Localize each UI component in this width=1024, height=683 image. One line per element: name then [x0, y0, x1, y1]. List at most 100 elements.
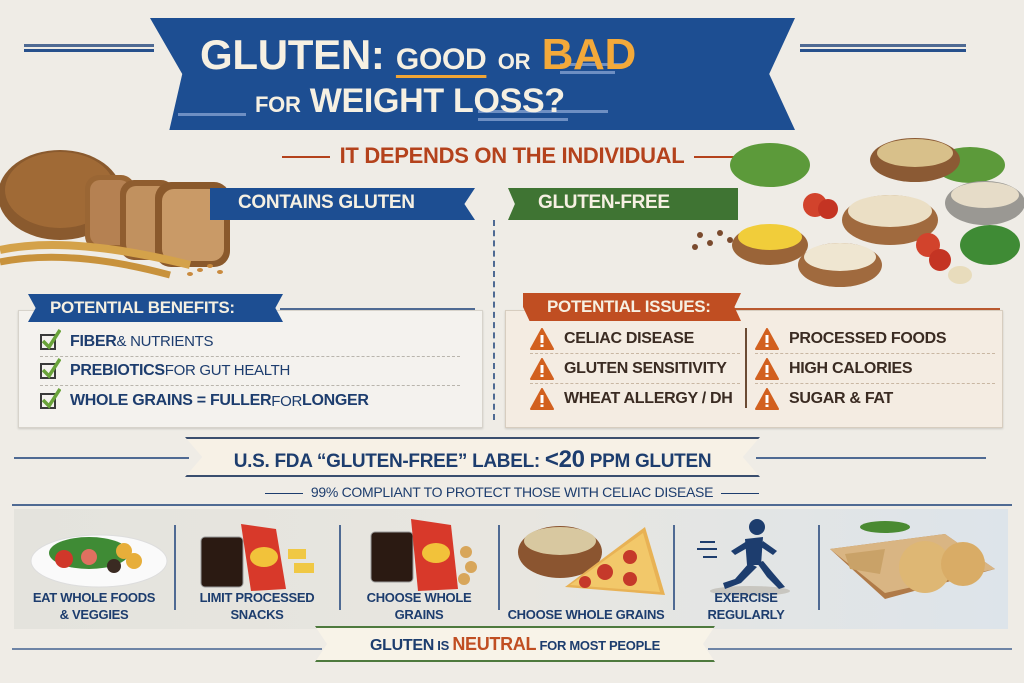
gluten-free-label: GLUTEN-FREE	[538, 192, 670, 213]
tip-separator	[498, 525, 500, 610]
conclusion-banner	[315, 626, 715, 662]
issue-text: HIGH CALORIES	[789, 359, 913, 377]
tip-label-line2: SNACKS	[230, 607, 284, 622]
subtitle: IT DEPENDS ON THE INDIVIDUAL	[0, 143, 1024, 169]
soda-chips-crackers-image	[370, 519, 477, 591]
gluten-free-ribbon: GLUTEN-FREE	[508, 188, 738, 220]
banner-stripe	[178, 113, 246, 116]
checkbox-checked-icon	[40, 328, 61, 350]
tip-limit-processed-snacks: LIMIT PROCESSED SNACKS	[176, 509, 338, 629]
benefit-bold: WHOLE GRAINS = FULLER	[70, 392, 272, 409]
banner-stripe	[478, 118, 568, 121]
tip-separator	[174, 525, 176, 610]
crackers-on-board-image	[830, 521, 995, 599]
tip-exercise-regularly: EXERCISE REGULARLY	[675, 509, 817, 629]
fda-label-prefix: U.S. FDA “GLUTEN-FREE” LABEL:	[233, 451, 545, 472]
benefit-item: PREBIOTICS FOR GUT HEALTH	[40, 356, 460, 386]
title-bad: BAD	[541, 30, 637, 79]
title-decor-left	[24, 44, 154, 52]
issue-text: GLUTEN SENSITIVITY	[564, 359, 727, 377]
tip-label-line1: EAT WHOLE FOODS	[32, 590, 156, 605]
soda-and-chips-image	[200, 524, 314, 591]
benefits-panel	[18, 310, 483, 428]
fda-sub-dash	[721, 492, 760, 494]
tip-crackers	[820, 509, 1008, 629]
tip-separator	[339, 525, 341, 610]
issue-item: SUGAR & FAT	[755, 384, 995, 414]
tip-separator	[818, 525, 820, 610]
tips-strip	[14, 509, 1008, 629]
subtitle-dash-left	[281, 156, 330, 159]
benefit-item: WHOLE GRAINS = FULLER FOR LONGER	[40, 386, 460, 416]
issues-heading: POTENTIAL ISSUES:	[523, 293, 741, 321]
issues-column-divider	[745, 328, 747, 408]
title-weight-loss: WEIGHT LOSS?	[309, 82, 565, 120]
issues-heading-text: POTENTIAL ISSUES:	[547, 297, 711, 316]
fda-banner	[185, 437, 760, 477]
contains-gluten-ribbon: CONTAINS GLUTEN	[210, 188, 475, 220]
tip-separator	[673, 525, 675, 610]
issue-item: CELIAC DISEASE	[530, 324, 740, 354]
fda-label-value: <20	[544, 446, 585, 473]
fda-line-right	[756, 457, 986, 459]
banner-stripe	[560, 63, 630, 66]
fda-label-suffix: PPM GLUTEN	[584, 451, 712, 472]
issue-text: SUGAR & FAT	[789, 390, 893, 407]
fda-label: U.S. FDA “GLUTEN-FREE” LABEL: <20 PPM GL…	[185, 446, 760, 474]
issue-text: WHEAT ALLERGY / DH	[564, 390, 733, 407]
page-title-line2: FOR WEIGHT LOSS?	[255, 82, 565, 121]
tip-label-line1: EXERCISE REGULARLY	[707, 590, 785, 622]
benefit-item: FIBER & NUTRIENTS	[40, 327, 460, 357]
section-divider	[493, 220, 495, 420]
tip-label: EXERCISE REGULARLY	[675, 589, 817, 623]
benefits-heading: POTENTIAL BENEFITS:	[28, 294, 283, 322]
contains-gluten-label: CONTAINS GLUTEN	[238, 192, 415, 213]
gluten-free-grains-image	[692, 138, 1024, 287]
tips-top-rule	[12, 504, 1012, 506]
benefit-rest: FOR	[271, 392, 303, 410]
tip-label-line1: CHOOSE WHOLE GRAINS	[507, 607, 665, 622]
warning-triangle-icon	[755, 388, 779, 410]
salad-plate-image	[30, 534, 168, 588]
title-decor-right	[800, 44, 966, 52]
tip-label: LIMIT PROCESSED SNACKS	[176, 589, 338, 623]
conclusion-neutral: NEUTRAL	[452, 634, 537, 654]
bread-and-wheat-image	[0, 150, 230, 279]
checkbox-checked-icon	[40, 388, 61, 409]
banner-stripe	[478, 110, 608, 113]
issue-item: WHEAT ALLERGY / DH	[530, 384, 740, 414]
conclusion-gluten: GLUTEN	[370, 637, 434, 654]
grain-bowl-and-pizza-image	[518, 526, 665, 595]
title-good: GOOD	[395, 43, 487, 76]
benefits-head-line	[280, 308, 475, 310]
fda-sub-dash	[264, 492, 303, 494]
issues-head-line	[735, 308, 1000, 310]
issue-item: PROCESSED FOODS	[755, 324, 995, 354]
tip-choose-whole-grains-1: CHOOSE WHOLE GRAINS	[341, 509, 497, 629]
warning-triangle-icon	[530, 327, 554, 350]
benefit-bold: FIBER	[70, 332, 117, 350]
tip-choose-whole-grains-2: CHOOSE WHOLE GRAINS	[500, 509, 672, 629]
checkbox-checked-icon	[40, 357, 61, 379]
title-gluten: GLUTEN:	[200, 31, 385, 78]
title-or: OR	[497, 49, 531, 74]
banner-stripe	[560, 71, 615, 74]
fda-subtext-text: 99% COMPLIANT TO PROTECT THOSE WITH CELI…	[310, 484, 714, 500]
conclusion-line-right	[708, 648, 1012, 650]
fda-subtext: 99% COMPLIANT TO PROTECT THOSE WITH CELI…	[0, 484, 1024, 500]
benefit-rest: FOR GUT HEALTH	[164, 362, 291, 379]
conclusion-is: IS	[434, 638, 453, 653]
tip-label-line1: CHOOSE WHOLE GRAINS	[366, 590, 472, 622]
tip-label: CHOOSE WHOLE GRAINS	[341, 589, 497, 623]
page-title: GLUTEN: GOOD OR BAD	[200, 30, 636, 80]
tip-label: CHOOSE WHOLE GRAINS	[500, 606, 672, 623]
tip-label: EAT WHOLE FOODS & VEGGIES	[14, 589, 174, 623]
warning-triangle-icon	[755, 327, 779, 350]
fda-line-left	[14, 457, 189, 459]
issues-left-column: CELIAC DISEASE GLUTEN SENSITIVITY WHEAT …	[530, 324, 740, 414]
benefits-heading-text: POTENTIAL BENEFITS:	[50, 298, 235, 317]
benefit-bold: LONGER	[302, 392, 369, 409]
conclusion-text: GLUTEN IS NEUTRAL FOR MOST PEOPLE	[315, 634, 715, 655]
issues-panel	[505, 310, 1003, 428]
subtitle-dash-right	[694, 156, 743, 159]
